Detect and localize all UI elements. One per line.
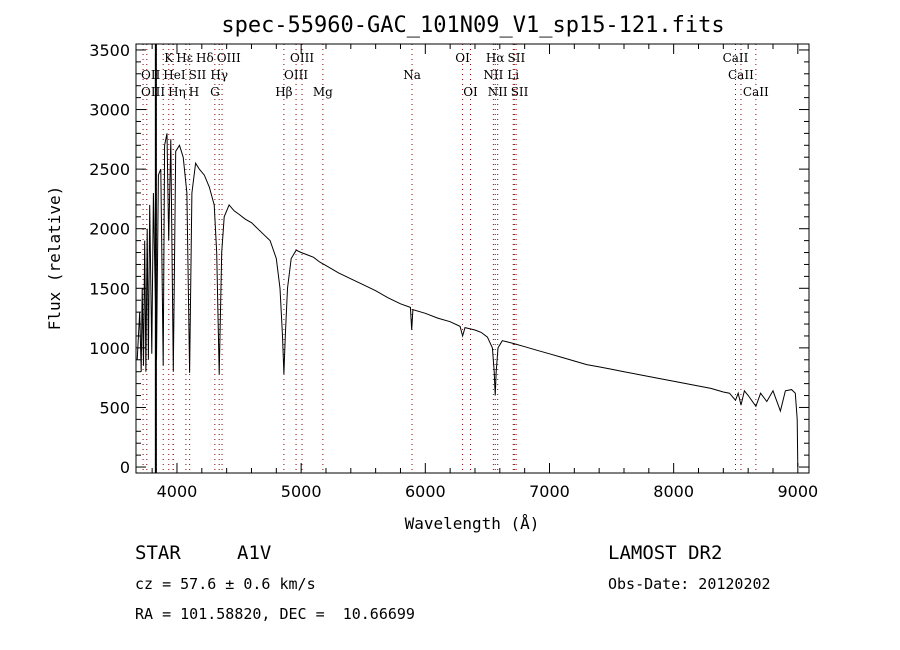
- line-label: Hδ: [196, 51, 214, 65]
- y-tick-label: 3000: [89, 101, 130, 120]
- line-label: Hε: [176, 51, 193, 65]
- line-label: Hβ: [275, 85, 292, 99]
- line-label: OIII: [141, 85, 165, 99]
- y-tick-label: 3500: [89, 41, 130, 60]
- coordinates: RA = 101.58820, DEC = 10.66699: [135, 605, 415, 623]
- x-tick-label: 6000: [405, 482, 446, 501]
- line-label: G: [210, 85, 220, 99]
- line-label: SII: [189, 68, 207, 82]
- chart-title: spec-55960-GAC_101N09_V1_sp15-121.fits: [221, 13, 724, 38]
- line-label: HeI: [163, 68, 186, 82]
- x-tick-label: 9000: [777, 482, 818, 501]
- line-label: K: [164, 51, 174, 65]
- line-label: Mg: [313, 85, 333, 99]
- y-axis-label: Flux (relative): [45, 186, 64, 331]
- x-tick-label: 5000: [281, 482, 322, 501]
- line-label: Hγ: [210, 68, 228, 82]
- spectrum-line: [136, 133, 799, 468]
- line-label: OIII: [290, 51, 314, 65]
- line-label: Na: [403, 68, 421, 82]
- line-label: NII: [488, 85, 508, 99]
- line-label: OI: [455, 51, 470, 65]
- line-label: OI: [463, 85, 478, 99]
- object-subclass: A1V: [237, 542, 272, 564]
- line-label: Li: [507, 68, 519, 82]
- x-tick-label: 4000: [157, 482, 198, 501]
- line-label: SII: [511, 85, 529, 99]
- line-label: CaII: [723, 51, 749, 65]
- line-label: OIII: [284, 68, 308, 82]
- x-tick-label: 7000: [529, 482, 570, 501]
- axis-ticks: 4000 5000 6000 7000 8000 9000 0 500 1000 1500 2000…: [89, 41, 818, 501]
- line-label: CaII: [728, 68, 754, 82]
- plot-frame: [135, 43, 810, 474]
- y-tick-label: 500: [99, 398, 130, 417]
- y-tick-label: 2000: [89, 220, 130, 239]
- line-label: CaII: [743, 85, 769, 99]
- line-label: H: [189, 85, 199, 99]
- line-label: OII: [141, 68, 161, 82]
- obs-date: Obs-Date: 20120202: [608, 575, 771, 593]
- line-label: NII: [483, 68, 503, 82]
- x-tick-label: 8000: [653, 482, 694, 501]
- object-class: STAR: [135, 542, 181, 564]
- line-label: Hη: [168, 85, 186, 99]
- y-tick-label: 1000: [89, 339, 130, 358]
- y-tick-label: 2500: [89, 160, 130, 179]
- redshift-cz: cz = 57.6 ± 0.6 km/s: [135, 575, 316, 593]
- line-label: SII: [508, 51, 526, 65]
- line-label: OIII: [217, 51, 241, 65]
- x-axis-label: Wavelength (Å): [405, 514, 540, 533]
- y-tick-label: 1500: [89, 279, 130, 298]
- line-label: Hα: [486, 51, 505, 65]
- survey-label: LAMOST DR2: [608, 542, 723, 564]
- y-tick-label: 0: [120, 458, 130, 477]
